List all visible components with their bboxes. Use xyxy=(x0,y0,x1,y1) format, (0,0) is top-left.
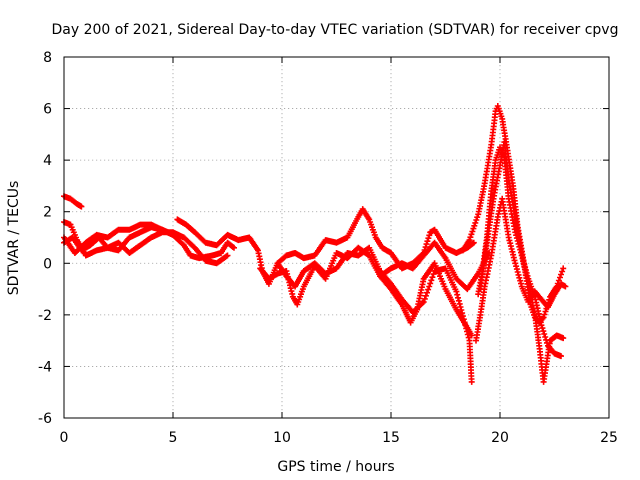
x-tick-label: 15 xyxy=(382,430,400,446)
y-tick-label: 0 xyxy=(43,256,52,272)
series-sat-h xyxy=(377,239,493,293)
x-axis-label: GPS time / hours xyxy=(277,459,394,475)
x-tick-label: 5 xyxy=(169,430,178,446)
series-sat-k xyxy=(477,139,567,385)
y-tick-label: 6 xyxy=(43,102,52,118)
chart-title: Day 200 of 2021, Sidereal Day-to-day VTE… xyxy=(52,22,619,38)
series-sat-g xyxy=(274,244,475,385)
series-layer xyxy=(61,103,569,385)
grid xyxy=(64,57,609,418)
y-axis-label: SDTVAR / TECUs xyxy=(6,181,22,296)
series-sat-c xyxy=(61,229,231,267)
y-tick-label: 8 xyxy=(43,50,52,66)
x-tick-label: 25 xyxy=(600,430,618,446)
y-tick-label: 4 xyxy=(43,153,52,169)
plot-frame xyxy=(63,56,610,419)
x-tick-label: 20 xyxy=(491,430,509,446)
series-sat-l xyxy=(473,195,569,344)
x-tick-label: 0 xyxy=(60,430,69,446)
series-sat-f xyxy=(257,244,475,339)
series-sat-a xyxy=(61,193,85,210)
y-tick-label: -4 xyxy=(38,359,52,375)
y-tick-label: -6 xyxy=(38,411,52,427)
y-tick-label: -2 xyxy=(38,308,52,324)
y-tick-label: 2 xyxy=(43,205,52,221)
x-tick-label: 10 xyxy=(273,430,291,446)
